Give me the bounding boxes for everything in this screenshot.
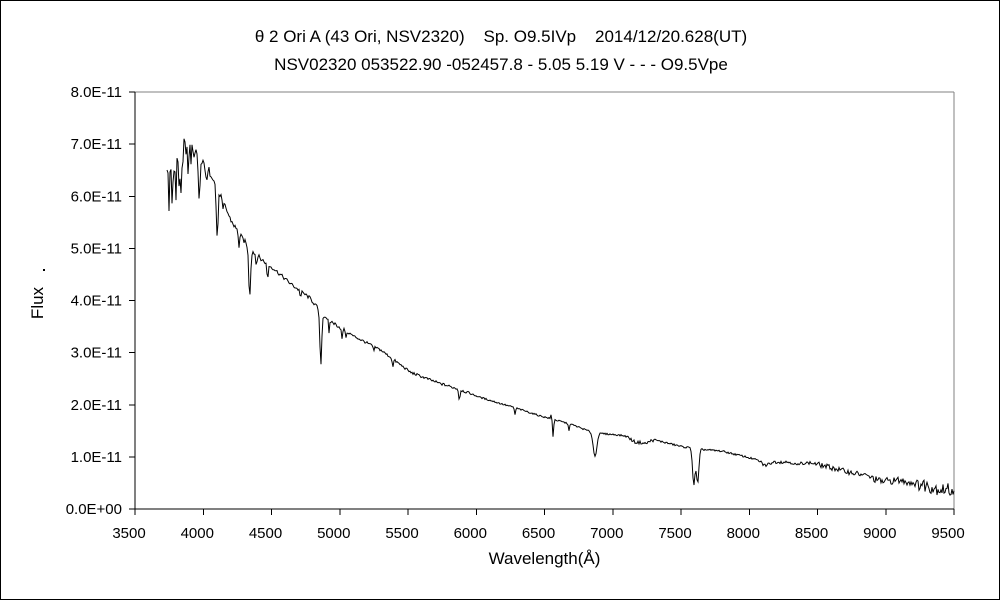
y-tick-label: 2.0E-11 xyxy=(71,397,122,414)
x-tick-label: 4500 xyxy=(249,525,282,542)
chart-subtitle: NSV02320 053522.90 -052457.8 - 5.05 5.19… xyxy=(274,55,728,74)
y-tick-label: 7.0E-11 xyxy=(71,136,122,153)
x-tick-label: 7500 xyxy=(658,525,691,542)
x-tick-label: 5500 xyxy=(385,525,418,542)
chart-title: θ 2 Ori A (43 Ori, NSV2320) Sp. O9.5IVp … xyxy=(254,27,748,46)
y-tick-label: 0.0E+00 xyxy=(66,501,122,518)
x-tick-label: 6500 xyxy=(522,525,555,542)
y-tick-label: 6.0E-11 xyxy=(71,188,122,205)
x-axis-title: Wavelength(Å) xyxy=(488,549,601,568)
y-tick-label: 5.0E-11 xyxy=(71,240,122,257)
x-tick-label: 3500 xyxy=(112,525,145,542)
y-tick-label: 8.0E-11 xyxy=(71,84,122,101)
x-tick-label: 6000 xyxy=(454,525,487,542)
y-tick-label: 4.0E-11 xyxy=(71,293,122,310)
x-tick-label: 8500 xyxy=(795,525,828,542)
y-tick-label: 3.0E-11 xyxy=(71,345,122,362)
x-tick-label: 4000 xyxy=(181,525,214,542)
x-tick-label: 8000 xyxy=(727,525,760,542)
spectrum-line xyxy=(166,138,955,496)
x-tick-label: 5000 xyxy=(317,525,350,542)
x-tick-label: 9000 xyxy=(863,525,896,542)
x-tick-label: 7000 xyxy=(590,525,623,542)
stray-dot xyxy=(43,269,45,271)
y-tick-label: 1.0E-11 xyxy=(71,449,122,466)
x-tick-label: 9500 xyxy=(931,525,964,542)
